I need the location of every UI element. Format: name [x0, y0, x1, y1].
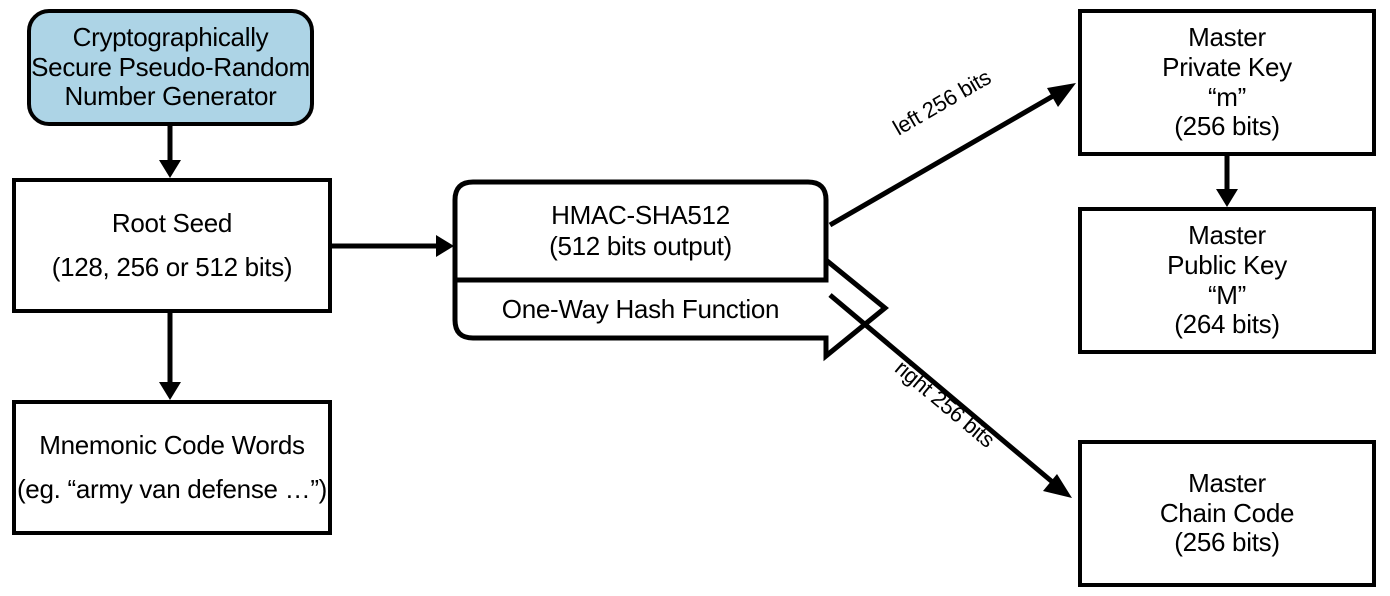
node-root-seed: Root Seed (128, 256 or 512 bits) — [12, 178, 332, 313]
node-oneway-text: One-Way Hash Function — [455, 284, 826, 334]
text: Private Key — [1162, 53, 1292, 83]
text: “M” — [1208, 281, 1246, 311]
node-master-private-key: Master Private Key “m” (256 bits) — [1078, 9, 1376, 156]
node-master-public-key: Master Public Key “M” (264 bits) — [1078, 207, 1376, 354]
text: Number Generator — [65, 82, 277, 112]
edge-priv-to-pub — [1207, 153, 1247, 213]
edge-seed-to-mnemonic — [150, 310, 190, 405]
text: Mnemonic Code Words — [39, 431, 305, 461]
edge-seed-to-hmac — [330, 226, 458, 266]
node-hmac-text: HMAC-SHA512 (512 bits output) — [455, 182, 826, 280]
text: HMAC-SHA512 — [551, 200, 730, 231]
text: Chain Code — [1160, 499, 1294, 529]
text: (512 bits output) — [549, 231, 732, 262]
text: Cryptographically — [73, 23, 269, 53]
text: (256 bits) — [1174, 528, 1279, 558]
text: Master — [1188, 221, 1266, 251]
edge-csprng-to-seed — [150, 122, 190, 184]
node-mnemonic: Mnemonic Code Words (eg. “army van defen… — [12, 400, 332, 535]
text: Public Key — [1167, 251, 1287, 281]
text: (eg. “army van defense …”) — [17, 475, 327, 505]
text: Secure Pseudo-Random — [31, 53, 310, 83]
text: Master — [1188, 23, 1266, 53]
node-master-chain-code: Master Chain Code (256 bits) — [1078, 440, 1376, 587]
node-csprng: Cryptographically Secure Pseudo-Random N… — [27, 9, 314, 126]
text: “m” — [1208, 83, 1246, 113]
text: (256 bits) — [1174, 112, 1279, 142]
text: Root Seed — [112, 209, 232, 239]
text: One-Way Hash Function — [502, 294, 779, 325]
text: (264 bits) — [1174, 310, 1279, 340]
text: Master — [1188, 469, 1266, 499]
text: (128, 256 or 512 bits) — [52, 253, 293, 283]
